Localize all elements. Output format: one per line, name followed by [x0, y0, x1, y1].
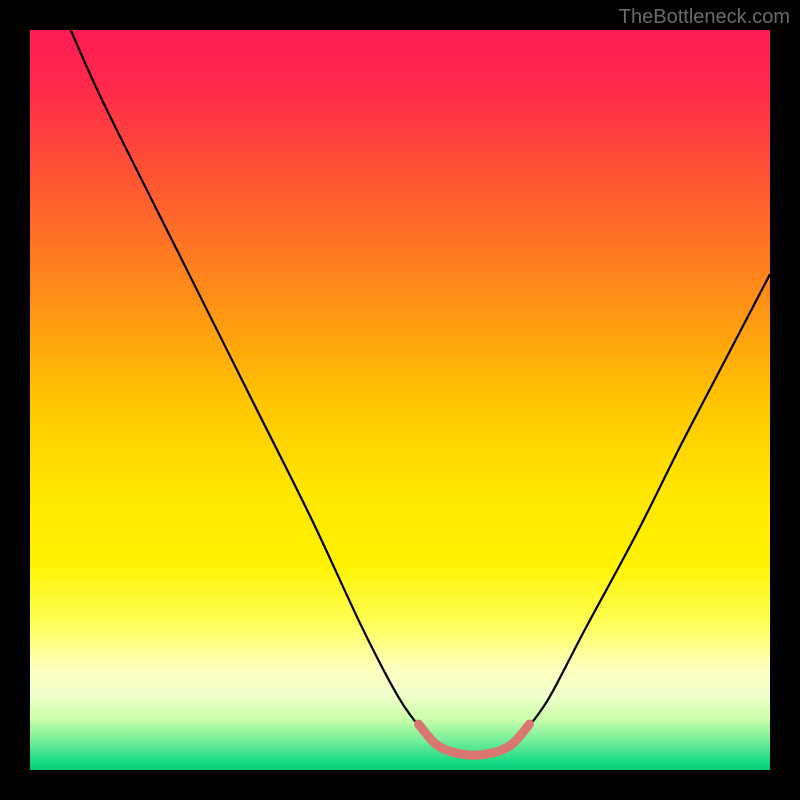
- bottleneck-chart: [0, 0, 800, 800]
- chart-svg: [0, 0, 800, 800]
- watermark-text: TheBottleneck.com: [619, 6, 790, 29]
